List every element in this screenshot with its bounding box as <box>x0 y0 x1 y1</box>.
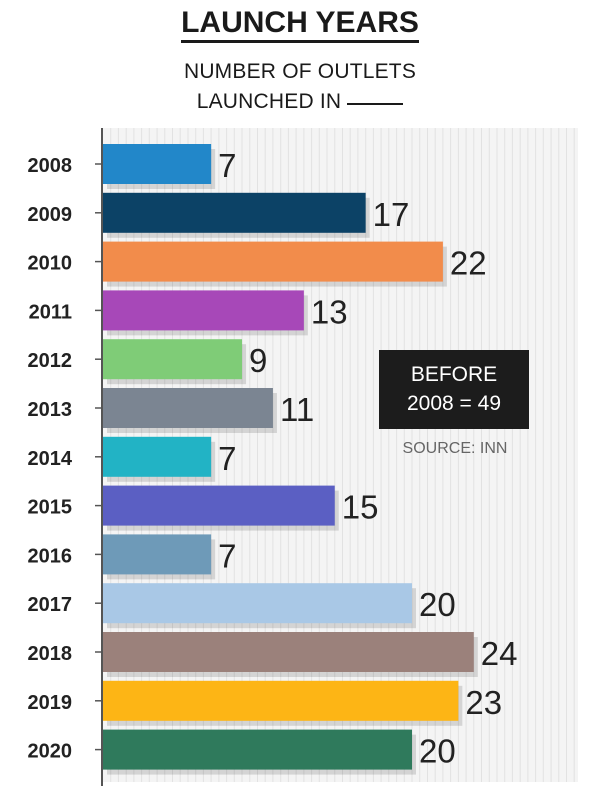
bar-2015 <box>103 485 335 526</box>
y-tick-label: 2008 <box>28 155 73 177</box>
note-line1: BEFORE <box>410 363 498 386</box>
bar-2011 <box>103 290 304 331</box>
note-line2: 2008 = 49 <box>406 392 501 415</box>
y-tick-label: 2017 <box>28 594 73 616</box>
chart-subtitle-line2: LAUNCHED IN <box>0 90 600 114</box>
data-label: 15 <box>342 489 379 526</box>
y-tick-label: 2014 <box>28 448 73 470</box>
y-tick-label: 2011 <box>29 301 72 323</box>
bar-2014 <box>103 436 212 477</box>
bar-2008 <box>103 144 212 184</box>
data-label: 17 <box>373 196 410 233</box>
data-label: 20 <box>419 733 456 770</box>
data-label: 22 <box>450 245 487 282</box>
bar-2016 <box>103 534 212 575</box>
chart-title: LAUNCH YEARS <box>0 6 600 43</box>
y-tick-label: 2010 <box>28 253 73 275</box>
data-label: 24 <box>481 635 518 672</box>
data-label: 9 <box>249 342 267 379</box>
y-tick-label: 2018 <box>28 643 73 665</box>
bar-2009 <box>103 192 366 233</box>
bar-2018 <box>103 632 474 672</box>
chart-subtitle-line1: NUMBER OF OUTLETS <box>183 60 417 83</box>
y-tick-label: 2016 <box>28 545 73 567</box>
bar-2020 <box>103 729 412 770</box>
data-label: 13 <box>311 293 348 330</box>
bar-2017 <box>103 583 412 624</box>
y-tick-label: 2020 <box>28 741 73 763</box>
subtitle-text: LAUNCHED IN <box>196 90 342 113</box>
data-label: 7 <box>218 147 236 184</box>
y-tick-label: 2019 <box>28 692 73 714</box>
y-tick-label: 2009 <box>28 204 73 226</box>
data-label: 20 <box>419 586 456 623</box>
data-label: 23 <box>465 684 502 721</box>
bar-2019 <box>103 680 459 721</box>
data-label: 7 <box>218 440 236 477</box>
y-tick-label: 2015 <box>28 497 73 519</box>
y-tick-label: 2013 <box>28 399 73 421</box>
before-2008-note: BEFORE 2008 = 49 <box>379 350 529 429</box>
bar-2013 <box>103 388 273 428</box>
blank-line <box>347 103 404 105</box>
bar-2010 <box>103 241 443 282</box>
data-label: 11 <box>280 391 314 428</box>
data-label: 7 <box>218 537 236 574</box>
y-tick-label: 2012 <box>28 350 73 372</box>
bar-2012 <box>103 339 243 380</box>
source-note: SOURCE: INN <box>402 440 508 457</box>
